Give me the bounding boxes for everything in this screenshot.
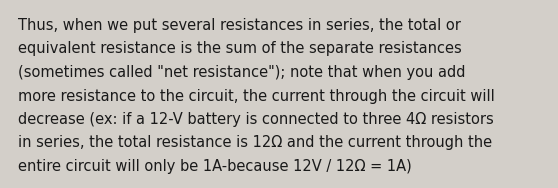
Text: (sometimes called "net resistance"); note that when you add: (sometimes called "net resistance"); not… [18, 65, 465, 80]
Text: more resistance to the circuit, the current through the circuit will: more resistance to the circuit, the curr… [18, 89, 495, 104]
Text: decrease (ex: if a 12-V battery is connected to three 4Ω resistors: decrease (ex: if a 12-V battery is conne… [18, 112, 494, 127]
Text: in series, the total resistance is 12Ω and the current through the: in series, the total resistance is 12Ω a… [18, 136, 492, 151]
Text: Thus, when we put several resistances in series, the total or: Thus, when we put several resistances in… [18, 18, 461, 33]
Text: entire circuit will only be 1A-because 12V / 12Ω = 1A): entire circuit will only be 1A-because 1… [18, 159, 412, 174]
Text: equivalent resistance is the sum of the separate resistances: equivalent resistance is the sum of the … [18, 42, 462, 57]
